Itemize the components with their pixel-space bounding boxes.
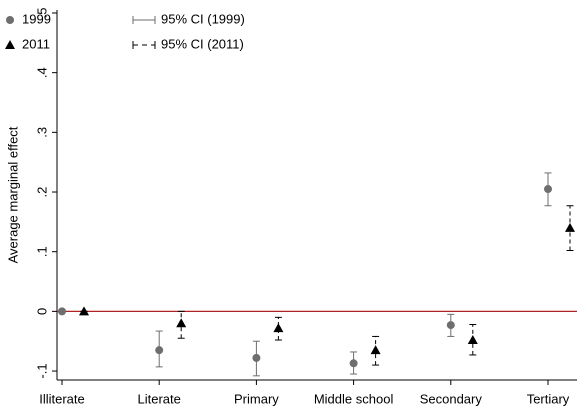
- y-tick-label: .4: [34, 67, 49, 78]
- point: [544, 185, 552, 194]
- x-tick-label: Tertiary: [527, 391, 570, 406]
- legend-label: 95% CI (2011): [161, 36, 244, 51]
- legend-label: 1999: [22, 11, 51, 26]
- point: [273, 323, 284, 333]
- point: [467, 335, 478, 345]
- y-tick-label: -.1: [34, 363, 49, 378]
- y-tick-label: .5: [34, 8, 49, 19]
- point: [5, 40, 15, 49]
- x-tick-label: Literate: [138, 391, 181, 406]
- y-axis-label: Average marginal effect: [5, 126, 20, 263]
- x-tick-label: Primary: [234, 391, 279, 406]
- legend-label: 2011: [22, 36, 50, 51]
- point: [370, 345, 381, 355]
- point: [446, 321, 455, 330]
- x-tick-label: Secondary: [420, 391, 483, 406]
- point: [349, 359, 358, 368]
- point: [79, 306, 89, 316]
- point: [565, 222, 575, 232]
- point: [6, 16, 14, 24]
- y-tick-label: 0: [34, 308, 49, 315]
- y-tick-label: .3: [34, 127, 49, 138]
- y-tick-label: .1: [34, 246, 49, 257]
- x-tick-label: Middle school: [314, 391, 394, 406]
- point: [176, 318, 187, 328]
- point: [252, 353, 261, 362]
- point: [155, 346, 164, 355]
- x-tick-label: Illiterate: [39, 391, 85, 406]
- y-tick-label: .2: [34, 187, 49, 198]
- point: [58, 307, 66, 316]
- legend-label: 95% CI (1999): [161, 11, 245, 26]
